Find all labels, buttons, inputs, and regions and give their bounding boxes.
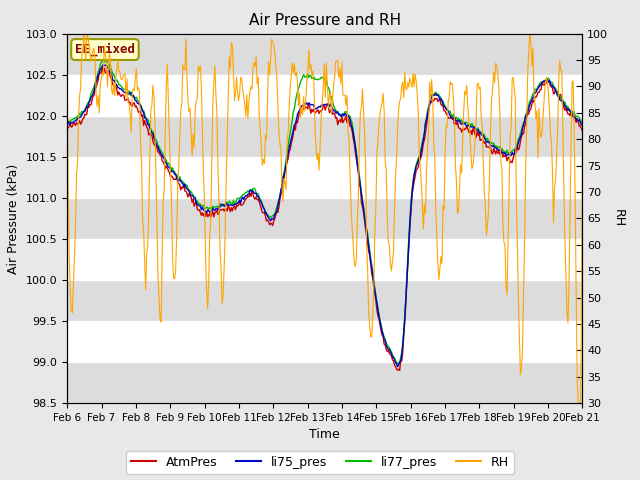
Bar [67,280,582,321]
Bar [67,116,582,157]
Bar [67,362,582,403]
X-axis label: Time: Time [309,429,340,442]
Title: Air Pressure and RH: Air Pressure and RH [249,13,401,28]
Y-axis label: Air Pressure (kPa): Air Pressure (kPa) [7,163,20,274]
Y-axis label: RH: RH [612,209,625,228]
Bar [67,198,582,239]
Bar [67,34,582,75]
Text: EE_mixed: EE_mixed [75,43,135,56]
Legend: AtmPres, li75_pres, li77_pres, RH: AtmPres, li75_pres, li77_pres, RH [125,451,515,474]
